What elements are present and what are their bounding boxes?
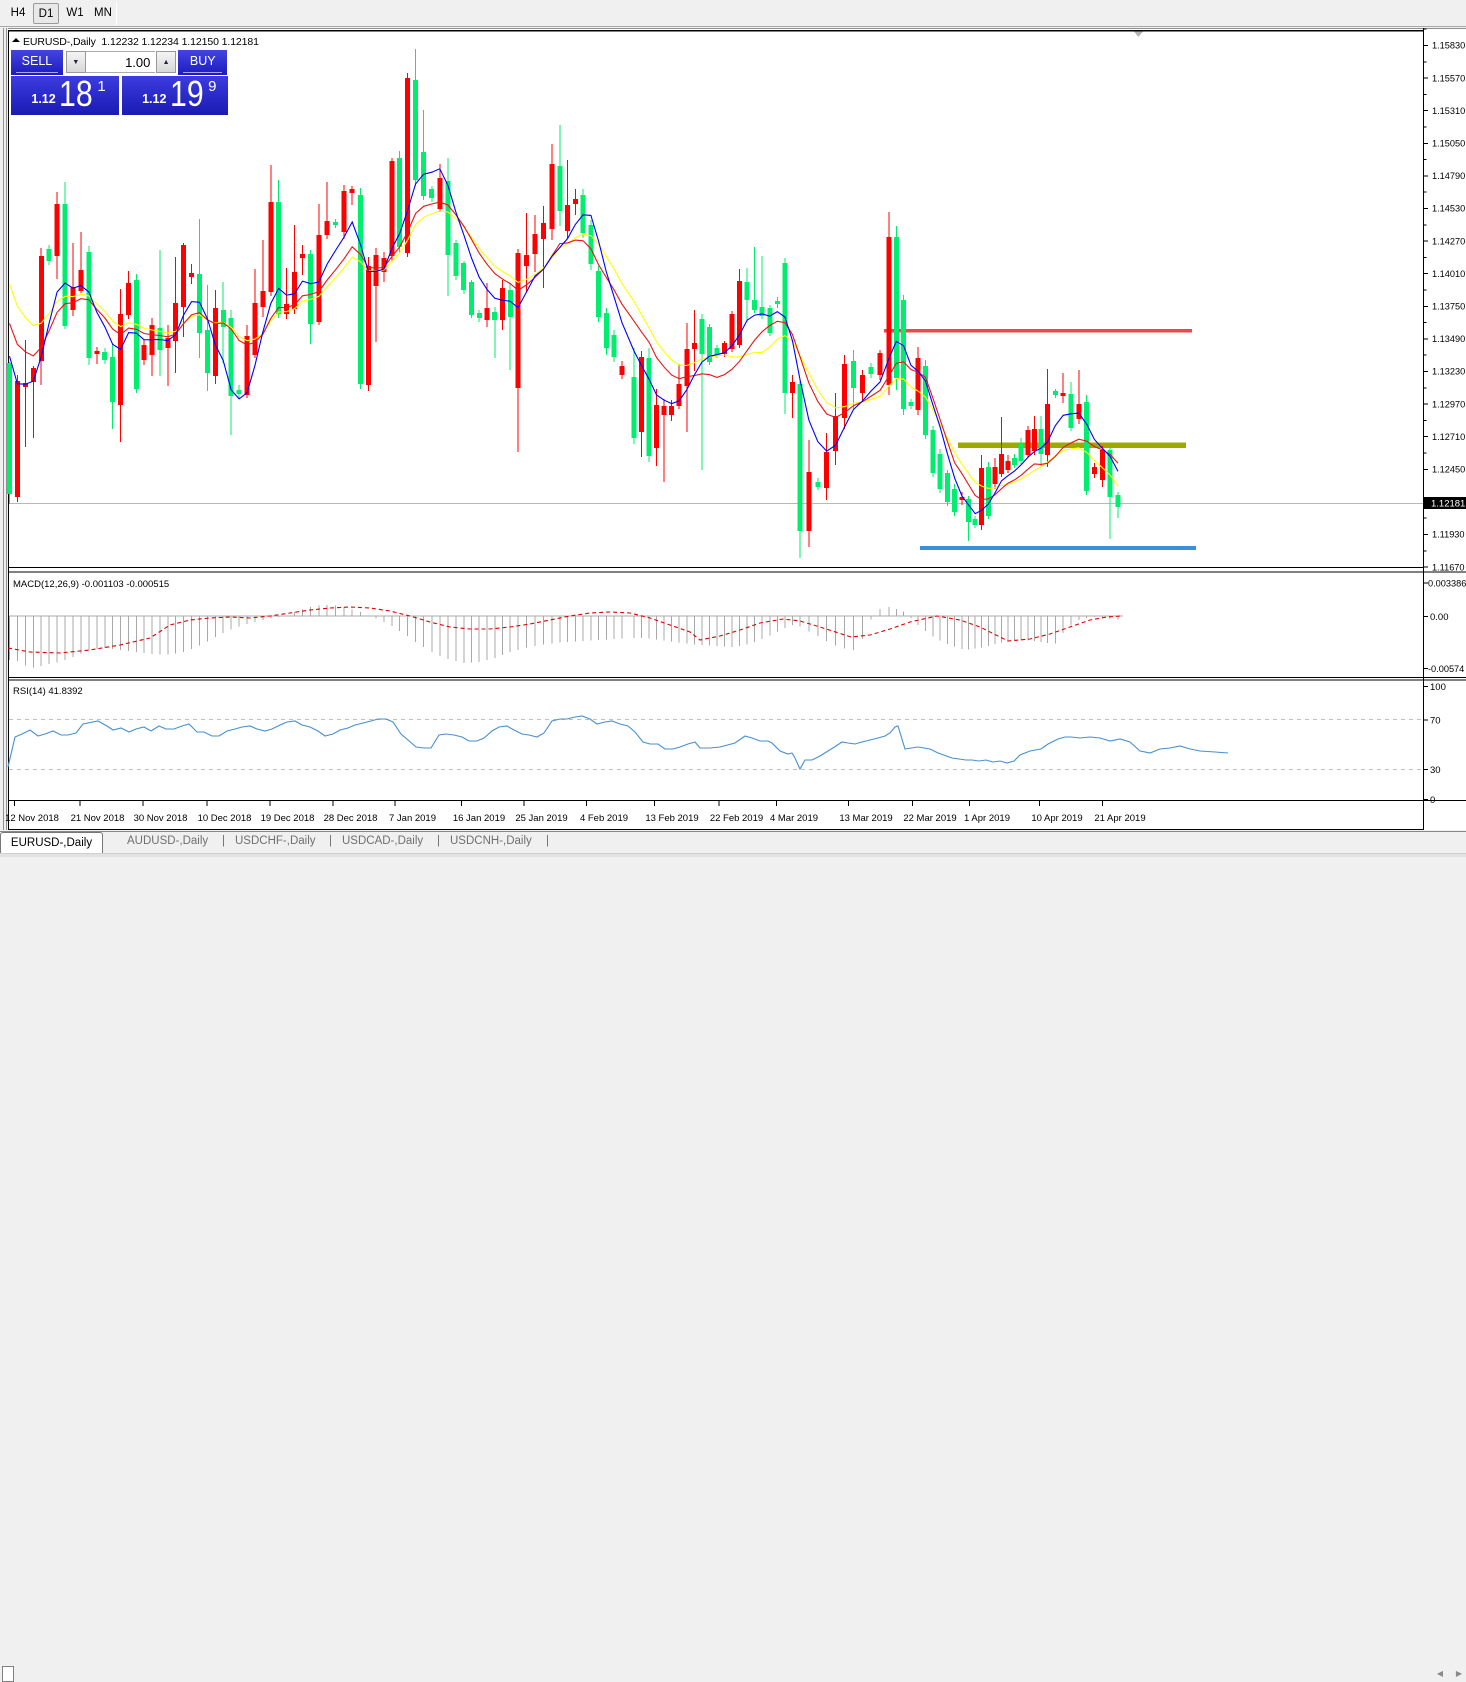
- svg-text:30 Nov 2018: 30 Nov 2018: [134, 813, 188, 824]
- svg-text:1.15310: 1.15310: [1432, 106, 1465, 116]
- svg-text:1.12970: 1.12970: [1432, 399, 1465, 409]
- svg-text:13 Mar 2019: 13 Mar 2019: [839, 813, 892, 824]
- svg-text:0.00: 0.00: [1430, 612, 1449, 623]
- svg-text:28 Dec 2018: 28 Dec 2018: [324, 813, 378, 824]
- svg-text:22 Mar 2019: 22 Mar 2019: [903, 813, 956, 824]
- svg-text:1.14790: 1.14790: [1432, 171, 1465, 181]
- svg-text:-0.00574: -0.00574: [1428, 664, 1464, 674]
- svg-text:7 Jan 2019: 7 Jan 2019: [389, 813, 436, 824]
- svg-text:13 Feb 2019: 13 Feb 2019: [645, 813, 698, 824]
- svg-text:RSI(14) 41.8392: RSI(14) 41.8392: [13, 686, 83, 697]
- svg-text:4 Mar 2019: 4 Mar 2019: [770, 813, 818, 824]
- svg-text:4 Feb 2019: 4 Feb 2019: [580, 813, 628, 824]
- svg-text:1.13750: 1.13750: [1432, 302, 1465, 312]
- svg-text:16 Jan 2019: 16 Jan 2019: [453, 813, 505, 824]
- svg-text:1.11930: 1.11930: [1432, 530, 1465, 540]
- svg-text:1.15830: 1.15830: [1432, 41, 1465, 51]
- svg-text:100: 100: [1430, 682, 1446, 693]
- svg-text:1.12710: 1.12710: [1432, 432, 1465, 442]
- svg-text:70: 70: [1430, 716, 1441, 727]
- svg-text:12 Nov 2018: 12 Nov 2018: [5, 813, 59, 824]
- svg-text:1.14010: 1.14010: [1432, 269, 1465, 279]
- svg-text:1.12181: 1.12181: [1431, 499, 1465, 510]
- svg-text:1.15570: 1.15570: [1432, 73, 1465, 83]
- svg-text:10 Dec 2018: 10 Dec 2018: [198, 813, 252, 824]
- svg-text:30: 30: [1430, 765, 1441, 776]
- svg-text:1.11670: 1.11670: [1432, 562, 1465, 572]
- svg-text:MACD(12,26,9) -0.001103 -0.000: MACD(12,26,9) -0.001103 -0.000515: [13, 579, 169, 590]
- svg-text:0: 0: [1430, 795, 1435, 806]
- svg-text:25 Jan 2019: 25 Jan 2019: [515, 813, 567, 824]
- svg-text:1.14270: 1.14270: [1432, 236, 1465, 246]
- svg-text:21 Nov 2018: 21 Nov 2018: [71, 813, 125, 824]
- svg-text:19 Dec 2018: 19 Dec 2018: [261, 813, 315, 824]
- svg-text:1.12450: 1.12450: [1432, 465, 1465, 475]
- svg-text:1.13490: 1.13490: [1432, 334, 1465, 344]
- svg-text:1.15050: 1.15050: [1432, 139, 1465, 149]
- svg-text:1.14530: 1.14530: [1432, 204, 1465, 214]
- svg-text:21 Apr 2019: 21 Apr 2019: [1094, 813, 1145, 824]
- svg-text:10 Apr 2019: 10 Apr 2019: [1031, 813, 1082, 824]
- svg-text:22 Feb 2019: 22 Feb 2019: [710, 813, 763, 824]
- svg-text:1 Apr 2019: 1 Apr 2019: [964, 813, 1010, 824]
- svg-text:1.13230: 1.13230: [1432, 367, 1465, 377]
- svg-text:0.003386: 0.003386: [1428, 579, 1466, 589]
